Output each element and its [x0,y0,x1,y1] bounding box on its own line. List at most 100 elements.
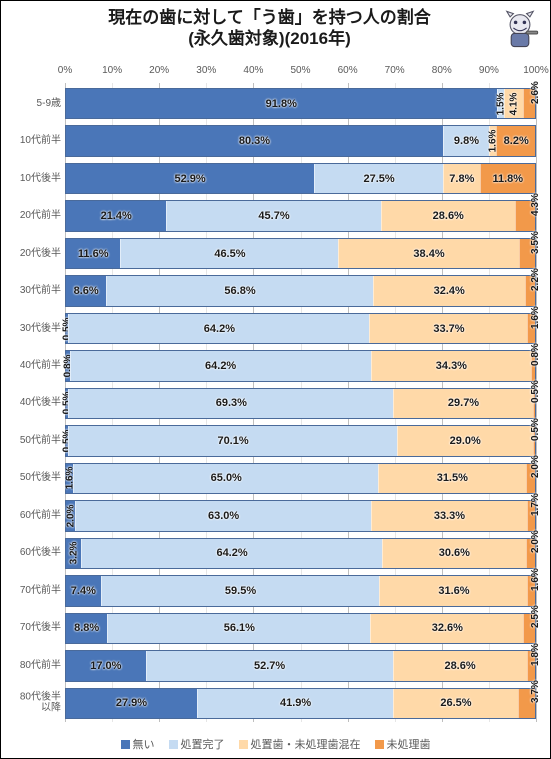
bar-segment-未処理歯: 0.5% [533,426,535,455]
bar-segment-未処理歯: 3.7% [518,689,535,718]
value-label: 34.3% [436,360,467,372]
value-label: 28.6% [444,660,475,672]
legend-swatch [169,740,178,749]
legend-label: 無い [133,736,155,752]
bar-segment-処置完了: 70.1% [68,426,396,455]
bar-segment-未処理歯: 2.0% [526,464,535,493]
bar-segment-未処理歯: 1.7% [527,501,535,530]
value-label: 1.6% [530,568,541,591]
bar-segment-未処理歯: 2.6% [523,89,535,118]
value-label: 2.0% [530,531,541,554]
bar-segment-無い: 3.2% [66,539,81,568]
bar-segment-処置歯・未処理歯混在: 31.5% [378,464,526,493]
bar-row: 70代前半7.4%59.5%31.6%1.6% [65,572,536,609]
bar-segment-処置完了: 27.5% [314,164,443,193]
x-tick: 50% [290,65,310,76]
bar-segment-未処理歯: 2.0% [526,539,535,568]
bar-segment-無い: 2.0% [66,501,75,530]
category-label: 80代前半 [20,661,61,672]
value-label: 45.7% [258,210,289,222]
bar-segment-処置完了: 52.7% [146,651,393,680]
bar-rows: 5-9歳91.8%1.5%4.1%2.6%10代前半80.3%9.8%1.6%8… [65,85,536,722]
bar-segment-無い: 80.3% [66,126,443,155]
category-label: 80代後半以降 [20,693,61,714]
bar-segment-処置完了: 63.0% [75,501,370,530]
value-label: 0.5% [530,381,541,404]
value-label: 2.5% [530,606,541,629]
bar-row: 80代後半以降27.9%41.9%26.5%3.7% [65,685,536,722]
value-label: 28.6% [433,210,464,222]
value-label: 1.8% [530,643,541,666]
category-label: 50代後半 [20,473,61,484]
bar-row: 30代前半8.6%56.8%32.4%2.2% [65,272,536,309]
bar-row: 40代前半0.8%64.2%34.3%0.8% [65,347,536,384]
x-tick: 10% [102,65,122,76]
bar-track: 8.8%56.1%32.6%2.5% [65,613,536,644]
bar-segment-処置歯・未処理歯混在: 1.6% [489,126,497,155]
bar-track: 80.3%9.8%1.6%8.2% [65,125,536,156]
chart-area: 0%10%20%30%40%50%60%70%80%90%100% 5-9歳91… [65,83,536,722]
bar-row: 50代前半0.5%70.1%29.0%0.5% [65,422,536,459]
value-label: 0.8% [530,343,541,366]
value-label: 56.8% [224,285,255,297]
category-label: 60代前半 [20,511,61,522]
bar-segment-処置完了: 46.5% [120,239,338,268]
bar-segment-処置歯・未処理歯混在: 28.6% [393,651,527,680]
legend-swatch [239,740,248,749]
bar-segment-処置完了: 1.5% [497,89,504,118]
legend: 無い処置完了処置歯・未処理歯混在未処理歯 [1,736,550,752]
category-label: 30代後半 [20,323,61,334]
value-label: 2.0% [530,456,541,479]
bar-segment-処置歯・未処理歯混在: 29.7% [393,389,532,418]
bar-segment-未処理歯: 0.5% [533,389,535,418]
value-label: 1.6% [530,306,541,329]
bar-row: 50代後半1.6%65.0%31.5%2.0% [65,460,536,497]
bar-segment-処置歯・未処理歯混在: 29.0% [397,426,533,455]
value-label: 3.5% [530,231,541,254]
x-tick: 0% [58,65,72,76]
bar-row: 30代後半0.5%64.2%33.7%1.6% [65,310,536,347]
bar-segment-処置完了: 69.3% [68,389,393,418]
value-label: 38.4% [413,248,444,260]
value-label: 4.3% [530,193,541,216]
title-line1: 現在の歯に対して「う歯」を持つ人の割合 [108,8,431,27]
x-tick: 60% [338,65,358,76]
value-label: 64.2% [204,323,235,335]
bar-segment-処置完了: 9.8% [443,126,489,155]
legend-swatch [121,740,130,749]
value-label: 56.1% [224,622,255,634]
bar-track: 3.2%64.2% 30.6% 2.0% [65,538,536,569]
value-label: 27.5% [363,173,394,185]
value-label: 32.6% [432,622,463,634]
value-label: 2.2% [530,268,541,291]
value-label: 27.9% [116,697,147,709]
legend-swatch [375,740,384,749]
value-label: 52.7% [254,660,285,672]
value-label: 59.5% [225,585,256,597]
value-label: 29.7% [448,397,479,409]
bar-segment-未処理歯: 8.2% [496,126,534,155]
value-label: 7.4% [71,585,96,597]
category-label: 10代前半 [20,136,61,147]
value-label: 21.4% [101,210,132,222]
bar-row: 40代後半0.5%69.3%29.7%0.5% [65,385,536,422]
bar-track: 0.5%69.3%29.7%0.5% [65,388,536,419]
value-label: 30.6% [439,547,470,559]
category-label: 60代後半 [20,548,61,559]
bar-track: 27.9%41.9%26.5%3.7% [65,688,536,719]
category-label: 10代後半 [20,173,61,184]
bar-segment-処置歯・未処理歯混在: 30.6% [382,539,526,568]
legend-item: 処置歯・未処理歯混在 [239,736,361,752]
bar-segment-処置歯・未処理歯混在: 38.4% [338,239,518,268]
bar-segment-処置完了: 64.2% [70,351,371,380]
legend-label: 未処理歯 [387,736,431,752]
value-label: 46.5% [214,248,245,260]
bar-row: 70代後半8.8%56.1%32.6%2.5% [65,610,536,647]
bar-segment-処置歯・未処理歯混在: 33.3% [371,501,527,530]
category-label: 50代前半 [20,436,61,447]
value-label: 29.0% [450,435,481,447]
bar-segment-無い: 27.9% [66,689,197,718]
value-label: 52.9% [174,173,205,185]
x-tick: 80% [432,65,452,76]
bar-segment-処置完了: 64.2% [81,539,382,568]
